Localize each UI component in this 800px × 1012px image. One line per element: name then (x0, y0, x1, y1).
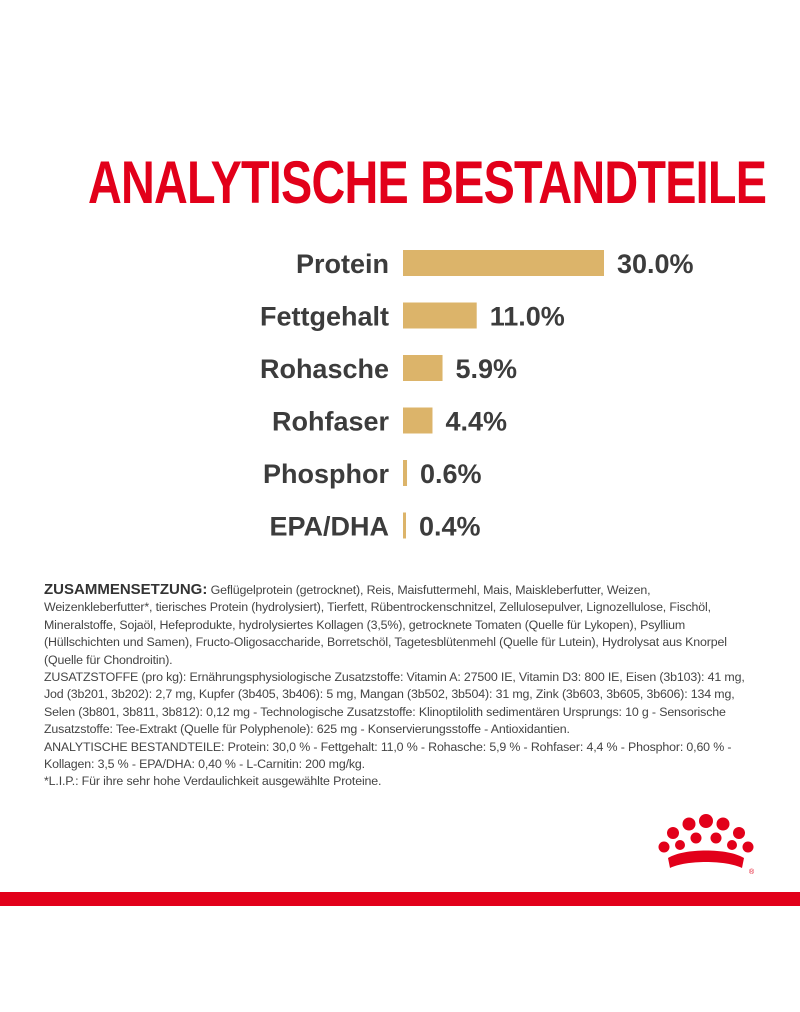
value-label: 30.0% (617, 249, 694, 279)
category-label: Protein (296, 249, 389, 279)
bar (403, 250, 604, 276)
composition-text: ZUSAMMENSETZUNG: Geflügelprotein (getroc… (44, 581, 760, 791)
category-label: Fettgehalt (260, 302, 389, 332)
ingredients-text: Geflügelprotein (getrocknet), Reis, Mais… (44, 583, 727, 667)
composition-heading: ZUSAMMENSETZUNG: (44, 581, 208, 598)
bar (403, 407, 433, 434)
value-label: 0.6% (420, 459, 482, 489)
value-label: 11.0% (490, 302, 565, 332)
footnote-text: *L.I.P.: Für ihre sehr hohe Verdaulichke… (44, 774, 382, 789)
additives-text: ZUSATZSTOFFE (pro kg): Ernährungsphysiol… (44, 670, 745, 737)
analytical-text: ANALYTISCHE BESTANDTEILE: Protein: 30,0 … (44, 739, 732, 772)
chart-title: ANALYTISCHE BESTANDTEILE (88, 149, 767, 216)
value-label: 0.4% (419, 512, 481, 542)
category-label: Phosphor (263, 459, 389, 489)
bar (403, 512, 406, 539)
nutrient-bar-chart: Protein 30.0% Fettgehalt 11.0% Rohasche 5.9% R… (260, 249, 694, 542)
brand-red-band (0, 892, 800, 906)
svg-text:®: ® (749, 868, 755, 876)
bar (403, 302, 477, 329)
ingredients-paragraph: ZUSAMMENSETZUNG: Geflügelprotein (getroc… (44, 581, 760, 669)
bar (403, 460, 408, 486)
value-label: 5.9% (456, 354, 518, 384)
category-label: EPA/DHA (269, 512, 389, 542)
bar (403, 355, 443, 381)
category-label: Rohfaser (272, 407, 390, 437)
value-label: 4.4% (445, 407, 507, 437)
crown-icon: ® (658, 814, 755, 876)
category-label: Rohasche (260, 354, 389, 384)
